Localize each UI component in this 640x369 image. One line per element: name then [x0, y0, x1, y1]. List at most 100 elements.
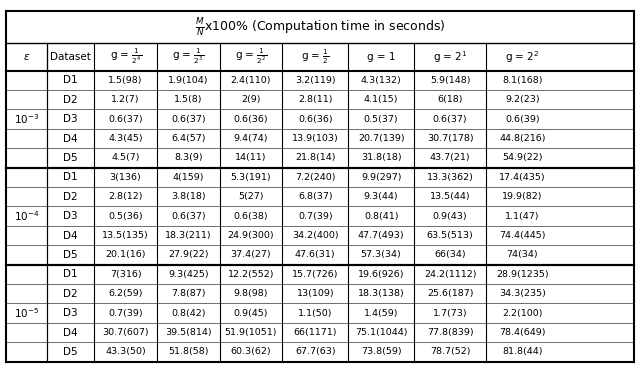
Text: Dataset: Dataset: [51, 52, 91, 62]
Text: 28.9(1235): 28.9(1235): [496, 270, 548, 279]
Text: 21.8(14): 21.8(14): [295, 154, 335, 162]
Text: 1.7(73): 1.7(73): [433, 308, 467, 318]
Text: $10^{-4}$: $10^{-4}$: [14, 209, 40, 223]
Text: 34.3(235): 34.3(235): [499, 289, 546, 298]
Text: 3.2(119): 3.2(119): [295, 76, 335, 85]
Text: g = 1: g = 1: [367, 52, 396, 62]
Text: 27.9(22): 27.9(22): [168, 251, 209, 259]
Text: 0.6(37): 0.6(37): [108, 115, 143, 124]
Text: g = $\frac{1}{2^3}$: g = $\frac{1}{2^3}$: [172, 47, 204, 66]
Text: g = $\frac{1}{2}$: g = $\frac{1}{2}$: [301, 47, 330, 66]
Text: 13.5(44): 13.5(44): [430, 192, 470, 201]
Text: 6.4(57): 6.4(57): [171, 134, 205, 143]
Text: 20.1(16): 20.1(16): [106, 251, 146, 259]
Text: 1.5(8): 1.5(8): [174, 95, 202, 104]
Text: 0.6(37): 0.6(37): [433, 115, 467, 124]
Text: 0.8(41): 0.8(41): [364, 212, 399, 221]
Text: 7(316): 7(316): [109, 270, 141, 279]
Text: 0.7(39): 0.7(39): [298, 212, 333, 221]
Text: 12.2(552): 12.2(552): [228, 270, 275, 279]
Text: g = $2^2$: g = $2^2$: [505, 49, 540, 65]
Text: $10^{-3}$: $10^{-3}$: [14, 112, 40, 126]
Text: 4.1(15): 4.1(15): [364, 95, 399, 104]
Text: 13.9(103): 13.9(103): [292, 134, 339, 143]
Text: 18.3(211): 18.3(211): [165, 231, 212, 240]
Text: 1.5(98): 1.5(98): [108, 76, 143, 85]
Text: 43.7(21): 43.7(21): [430, 154, 470, 162]
Text: 9.8(98): 9.8(98): [234, 289, 268, 298]
Text: g = $2^1$: g = $2^1$: [433, 49, 467, 65]
Text: 19.6(926): 19.6(926): [358, 270, 404, 279]
Text: 63.5(513): 63.5(513): [427, 231, 474, 240]
Text: 0.7(39): 0.7(39): [108, 308, 143, 318]
Text: 1.9(104): 1.9(104): [168, 76, 209, 85]
Text: 18.3(138): 18.3(138): [358, 289, 404, 298]
Text: 81.8(44): 81.8(44): [502, 348, 543, 356]
Text: 17.4(435): 17.4(435): [499, 173, 545, 182]
Text: 4(159): 4(159): [173, 173, 204, 182]
Text: D4: D4: [63, 328, 78, 338]
Text: D2: D2: [63, 289, 78, 299]
Text: 9.4(74): 9.4(74): [234, 134, 268, 143]
Text: 73.8(59): 73.8(59): [361, 348, 401, 356]
Text: 24.2(1112): 24.2(1112): [424, 270, 476, 279]
Text: D1: D1: [63, 269, 78, 279]
Text: D5: D5: [63, 153, 78, 163]
Text: 2.8(12): 2.8(12): [108, 192, 143, 201]
Text: $\epsilon$: $\epsilon$: [23, 52, 31, 62]
Text: 78.4(649): 78.4(649): [499, 328, 545, 337]
Text: 2(9): 2(9): [241, 95, 260, 104]
Text: D3: D3: [63, 114, 78, 124]
Text: 30.7(607): 30.7(607): [102, 328, 149, 337]
Text: 51.9(1051): 51.9(1051): [225, 328, 277, 337]
Text: D2: D2: [63, 192, 78, 202]
Text: 67.7(63): 67.7(63): [295, 348, 335, 356]
Text: 9.2(23): 9.2(23): [505, 95, 540, 104]
Text: 77.8(839): 77.8(839): [427, 328, 474, 337]
Text: 60.3(62): 60.3(62): [230, 348, 271, 356]
Text: 20.7(139): 20.7(139): [358, 134, 404, 143]
Text: D1: D1: [63, 172, 78, 182]
Text: 7.2(240): 7.2(240): [295, 173, 335, 182]
Text: 0.6(36): 0.6(36): [234, 115, 268, 124]
Text: 24.9(300): 24.9(300): [228, 231, 275, 240]
Text: 2.8(11): 2.8(11): [298, 95, 333, 104]
Text: 4.3(132): 4.3(132): [361, 76, 401, 85]
Text: 34.2(400): 34.2(400): [292, 231, 339, 240]
Text: 6.8(37): 6.8(37): [298, 192, 333, 201]
Text: 4.5(7): 4.5(7): [111, 154, 140, 162]
Text: 2.4(110): 2.4(110): [231, 76, 271, 85]
Text: 39.5(814): 39.5(814): [165, 328, 212, 337]
Text: D2: D2: [63, 95, 78, 105]
Text: 2.2(100): 2.2(100): [502, 308, 543, 318]
Text: 9.3(425): 9.3(425): [168, 270, 209, 279]
Text: 3(136): 3(136): [109, 173, 141, 182]
Text: 1.1(50): 1.1(50): [298, 308, 333, 318]
Text: D4: D4: [63, 134, 78, 144]
Text: 25.6(187): 25.6(187): [427, 289, 474, 298]
Text: 5.9(148): 5.9(148): [430, 76, 470, 85]
Text: 31.8(18): 31.8(18): [361, 154, 401, 162]
Text: 4.3(45): 4.3(45): [108, 134, 143, 143]
Text: 75.1(1044): 75.1(1044): [355, 328, 408, 337]
Text: 5(27): 5(27): [238, 192, 264, 201]
Text: g = $\frac{1}{2^2}$: g = $\frac{1}{2^2}$: [235, 47, 267, 66]
Text: 66(1171): 66(1171): [294, 328, 337, 337]
Text: 9.3(44): 9.3(44): [364, 192, 399, 201]
Text: 15.7(726): 15.7(726): [292, 270, 339, 279]
Text: 0.6(39): 0.6(39): [505, 115, 540, 124]
Text: 0.5(37): 0.5(37): [364, 115, 399, 124]
Text: 54.9(22): 54.9(22): [502, 154, 543, 162]
Text: 47.7(493): 47.7(493): [358, 231, 404, 240]
Text: 74.4(445): 74.4(445): [499, 231, 545, 240]
Text: 78.7(52): 78.7(52): [430, 348, 470, 356]
Text: D5: D5: [63, 250, 78, 260]
Text: 0.8(42): 0.8(42): [171, 308, 205, 318]
Text: 0.6(36): 0.6(36): [298, 115, 333, 124]
Text: 9.9(297): 9.9(297): [361, 173, 401, 182]
Text: $10^{-5}$: $10^{-5}$: [14, 306, 40, 320]
Text: 3.8(18): 3.8(18): [171, 192, 205, 201]
Text: 13(109): 13(109): [296, 289, 334, 298]
Text: 37.4(27): 37.4(27): [230, 251, 271, 259]
Text: 1.1(47): 1.1(47): [505, 212, 540, 221]
